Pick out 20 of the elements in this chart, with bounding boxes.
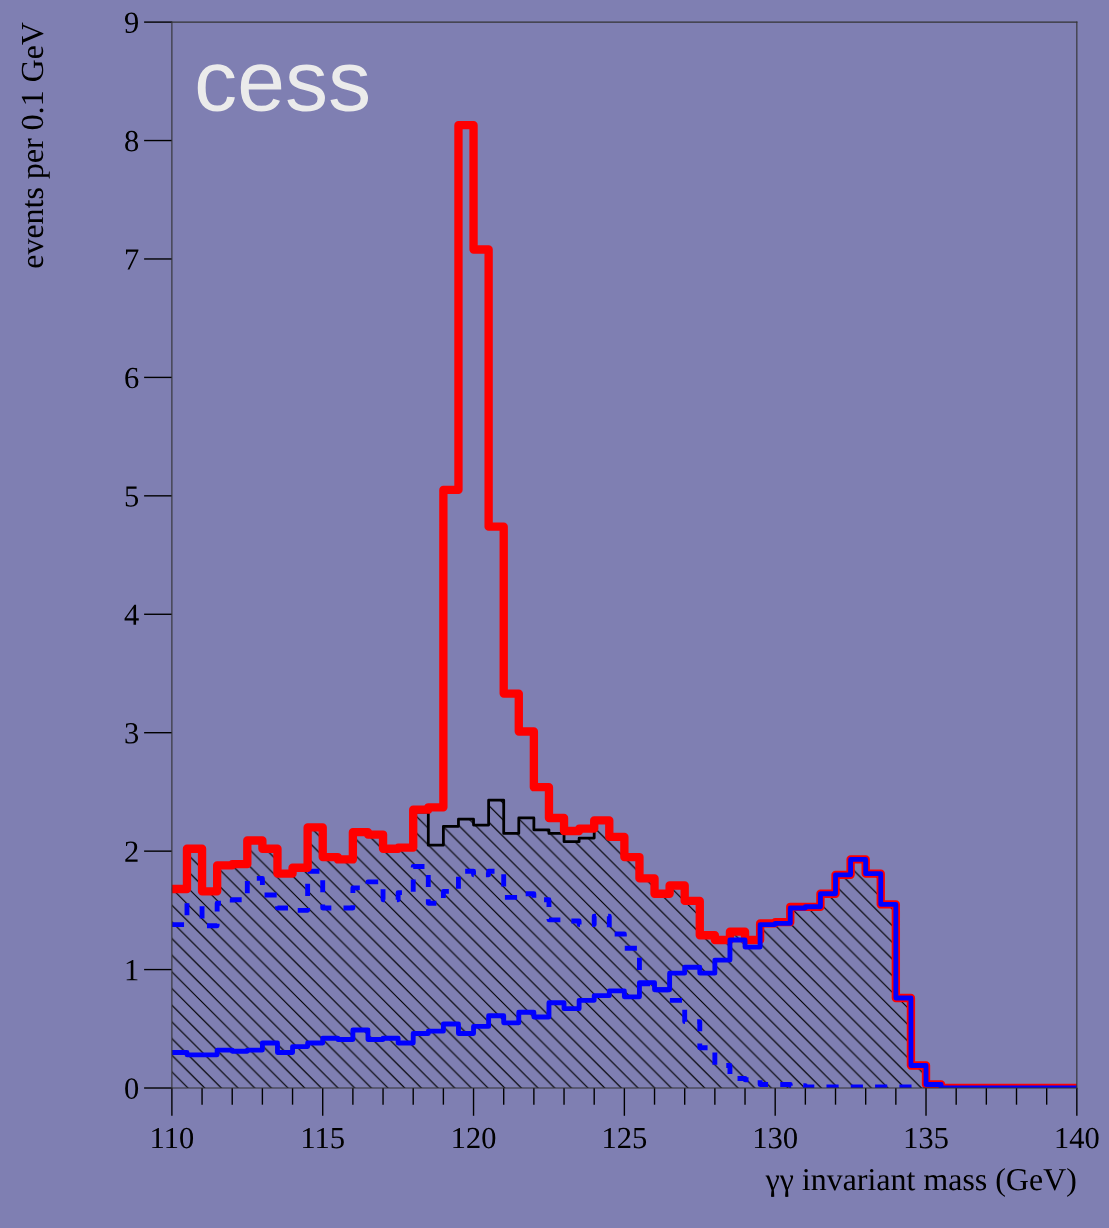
x-tick-label: 115 [303, 1127, 344, 1149]
x-tick-label: 125 [604, 1127, 647, 1149]
x-tick-label: 140 [1056, 1127, 1099, 1149]
annotation: cess [197, 64, 369, 112]
x-tick-label: 130 [754, 1127, 797, 1149]
y-tick-label: 7 [125, 249, 139, 270]
y-tick-label: 4 [124, 604, 139, 625]
y-axis-title: events per 0.1 GeV [21, 22, 50, 268]
y-tick-label: 5 [125, 486, 139, 507]
y-tick-label: 3 [125, 723, 139, 744]
y-tick-label: 0 [125, 1078, 139, 1099]
y-tick-label: 1 [126, 960, 138, 981]
x-tick-label: 135 [905, 1127, 948, 1149]
y-tick-label: 2 [125, 841, 138, 862]
y-tick-label: 6 [125, 367, 139, 389]
x-tick-label: 120 [453, 1127, 496, 1149]
y-tick-label: 8 [125, 130, 139, 152]
x-axis-title: γγ invariant mass (GeV) [765, 1167, 1076, 1197]
x-tick-label: 110 [152, 1127, 194, 1149]
y-tick-label: 9 [124, 12, 139, 34]
